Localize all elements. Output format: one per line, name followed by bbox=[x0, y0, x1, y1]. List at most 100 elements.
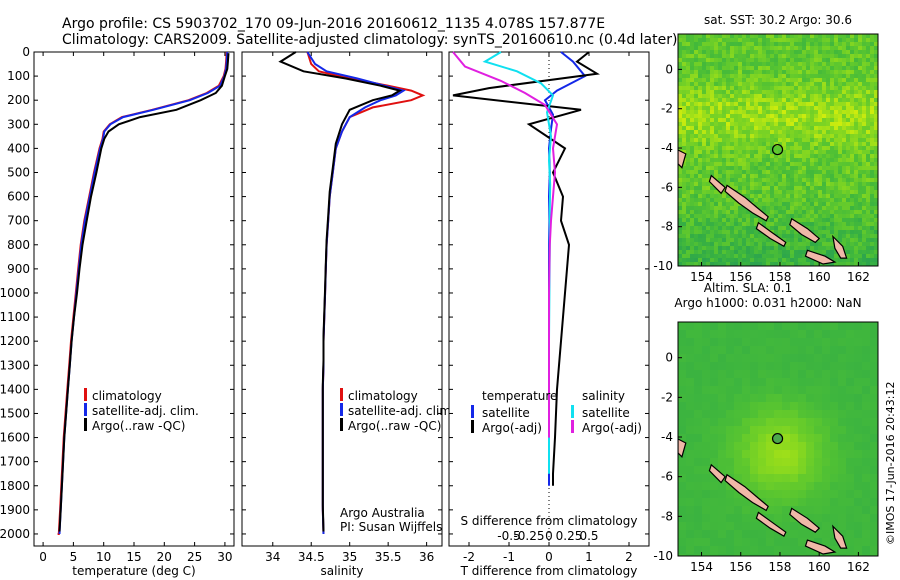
land-polygon bbox=[755, 511, 787, 538]
legend-label: Argo(..raw -QC) bbox=[92, 419, 185, 433]
x2-tick-label: 0.25 bbox=[556, 529, 583, 543]
y-tick-label: 800 bbox=[7, 238, 30, 252]
credit-text: ©IMOS 17-Jun-2016 20:43:12 bbox=[884, 381, 897, 545]
land-polygon bbox=[789, 217, 821, 244]
legend-label: satellite-adj. clim. bbox=[348, 404, 455, 418]
y-tick-label: 1300 bbox=[0, 358, 30, 372]
panel-difference: T difference from climatology -0.5-0.2500… bbox=[448, 51, 650, 578]
land-polygon bbox=[678, 438, 687, 458]
header-line1: Argo profile: CS 5903702_170 09-Jun-2016… bbox=[62, 16, 605, 32]
land-polygon bbox=[724, 473, 769, 512]
map-sla_map: 154 156 158 160 162 0 -2 -4 -6 -8 -10 Altim. SLA: 0… bbox=[653, 281, 879, 574]
map-x-tick-label: 160 bbox=[808, 270, 831, 284]
legend-swatch bbox=[471, 405, 474, 418]
x-tick-label: 15 bbox=[126, 550, 141, 564]
map-frame bbox=[677, 33, 879, 267]
legend-label: satellite bbox=[482, 406, 530, 420]
y-tick-label: 1700 bbox=[0, 455, 30, 469]
series-line-3 bbox=[452, 51, 559, 438]
map-title: sat. SST: 30.2 Argo: 30.6 bbox=[704, 13, 852, 27]
map-x-tick-label: 162 bbox=[847, 560, 870, 574]
map-y-tick-label: -2 bbox=[661, 102, 673, 116]
x-tick-label: 0 bbox=[545, 550, 553, 564]
map-y-tick-label: -2 bbox=[661, 390, 673, 404]
map-x-tick-label: 156 bbox=[729, 560, 752, 574]
y-tick-label: 400 bbox=[7, 141, 30, 155]
land-polygon bbox=[804, 539, 837, 555]
header-line2: Climatology: CARS2009. Satellite-adjuste… bbox=[62, 32, 677, 48]
x-tick-label: 0 bbox=[39, 550, 47, 564]
map-x-tick-label: 162 bbox=[847, 270, 870, 284]
y-tick-label: 1900 bbox=[0, 503, 30, 517]
map-y-tick-label: 0 bbox=[665, 62, 673, 76]
x-tick-label: 2 bbox=[625, 550, 633, 564]
legend-swatch bbox=[84, 388, 87, 401]
series-line-2 bbox=[58, 53, 230, 532]
x-tick-label: 5 bbox=[70, 550, 78, 564]
map-x-tick-label: 154 bbox=[690, 560, 713, 574]
y-tick-label: 1600 bbox=[0, 431, 30, 445]
land-polygon bbox=[831, 234, 848, 259]
map-x-tick-label: 156 bbox=[729, 270, 752, 284]
x-tick-label: 30 bbox=[217, 550, 232, 564]
x-tick-label: 20 bbox=[157, 550, 172, 564]
legend-label: Argo(..raw -QC) bbox=[348, 419, 441, 433]
map-y-tick-label: -8 bbox=[661, 509, 673, 523]
legend-swatch bbox=[340, 418, 343, 431]
map-x-tick-label: 158 bbox=[769, 270, 792, 284]
legend-label: Argo(-adj) bbox=[482, 421, 542, 435]
map-y-tick-label: -4 bbox=[661, 141, 673, 155]
map-y-tick-label: -6 bbox=[661, 470, 673, 484]
y-tick-label: 100 bbox=[7, 69, 30, 83]
x-tick-label: 34 bbox=[265, 550, 280, 564]
legend-swatch bbox=[471, 420, 474, 433]
x-tick-label: 36 bbox=[419, 550, 434, 564]
annotation-line2: PI: Susan Wijffels bbox=[340, 520, 442, 534]
y-tick-label: 700 bbox=[7, 214, 30, 228]
map-y-tick-label: -4 bbox=[661, 430, 673, 444]
y-tick-label: 2000 bbox=[0, 527, 30, 541]
legend-header: salinity bbox=[582, 389, 625, 403]
land-polygon bbox=[678, 149, 687, 169]
map-x-tick-label: 158 bbox=[769, 560, 792, 574]
y-tick-label: 0 bbox=[22, 45, 30, 59]
series-line-1 bbox=[452, 51, 600, 486]
x2-tick-label: -0.5 bbox=[497, 529, 520, 543]
plot-frame bbox=[33, 51, 235, 547]
legend-swatch bbox=[84, 403, 87, 416]
x-axis-label: T difference from climatology bbox=[460, 564, 638, 578]
legend-label: Argo(-adj) bbox=[582, 421, 642, 435]
y-tick-label: 200 bbox=[7, 93, 30, 107]
map-y-tick-label: -10 bbox=[653, 259, 673, 273]
map-x-tick-label: 154 bbox=[690, 270, 713, 284]
map-frame bbox=[677, 321, 879, 557]
land-polygon bbox=[755, 221, 787, 248]
y-tick-label: 1500 bbox=[0, 406, 30, 420]
legend-swatch bbox=[340, 403, 343, 416]
x-tick-label: 25 bbox=[187, 550, 202, 564]
y-tick-label: 1200 bbox=[0, 334, 30, 348]
map-y-tick-label: -8 bbox=[661, 220, 673, 234]
legend-header: temperature bbox=[482, 389, 557, 403]
x-axis-label: salinity bbox=[320, 564, 363, 578]
y-tick-label: 1100 bbox=[0, 310, 30, 324]
legend-swatch bbox=[84, 418, 87, 431]
x-tick-label: 1 bbox=[585, 550, 593, 564]
x2-tick-label: -0.25 bbox=[513, 529, 544, 543]
map-subtitle: Argo h1000: 0.031 h2000: NaN bbox=[674, 296, 861, 310]
y-tick-label: 600 bbox=[7, 190, 30, 204]
legend-label: satellite bbox=[582, 406, 630, 420]
x-tick-label: 35.5 bbox=[375, 550, 402, 564]
x-tick-label: -1 bbox=[503, 550, 515, 564]
argo-position-marker bbox=[771, 432, 784, 445]
annotation-line1: Argo Australia bbox=[340, 506, 425, 520]
legend-label: climatology bbox=[348, 389, 418, 403]
y-tick-label: 300 bbox=[7, 117, 30, 131]
land-polygon bbox=[804, 249, 837, 265]
x-tick-label: 34.5 bbox=[298, 550, 325, 564]
land-polygon bbox=[724, 184, 769, 222]
argo-position-marker bbox=[771, 143, 784, 156]
land-polygon bbox=[831, 524, 848, 549]
legend-swatch bbox=[571, 405, 574, 418]
